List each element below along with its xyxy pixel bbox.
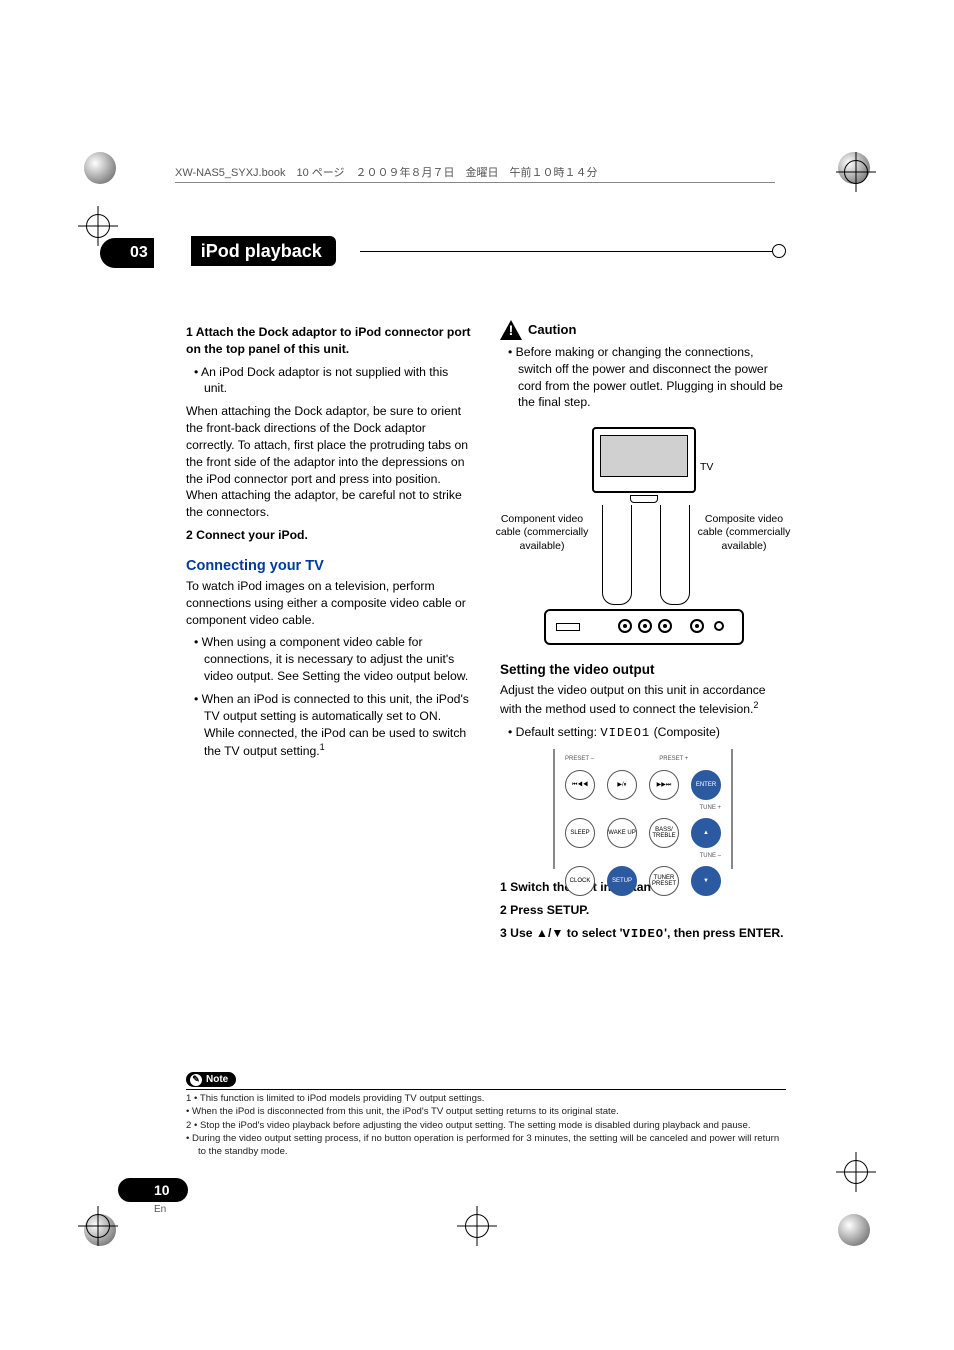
remote-label-tune-minus: TUNE – xyxy=(700,852,721,860)
chapter-header: 03 iPod playback xyxy=(100,236,780,268)
remote-btn-play: ▶/⏸ xyxy=(607,770,637,800)
caution-text: Before making or changing the connection… xyxy=(500,344,786,411)
footnote-1a: 1 • This function is limited to iPod mod… xyxy=(186,1093,786,1105)
heading-setting-video: Setting the video output xyxy=(500,661,786,680)
chapter-number: 03 xyxy=(130,244,148,262)
footnote-2b: • During the video output setting proces… xyxy=(186,1133,786,1158)
footnote-ref-1: 1 xyxy=(320,742,325,752)
remote-btn-sleep: SLEEP xyxy=(565,818,595,848)
diagram-tv-stand xyxy=(630,495,658,503)
note-label: Note xyxy=(206,1073,228,1086)
default-setting-line: Default setting: VIDEO1 (Composite) xyxy=(500,724,786,742)
diagram-port xyxy=(556,623,580,631)
chapter-rule xyxy=(360,251,780,252)
note-icon: ✎ xyxy=(190,1074,202,1086)
remote-label-tune-plus: TUNE + xyxy=(699,804,721,812)
crosshair-bc xyxy=(457,1206,497,1246)
diagram-component-label: Component video cable (commercially avai… xyxy=(494,513,590,552)
remote-btn-tuner: TUNER PRESET xyxy=(649,866,679,896)
chapter-ring-icon xyxy=(153,234,190,271)
setting-step-3-pre: 3 Use ▲/▼ to select ' xyxy=(500,926,623,940)
connection-diagram: TV Component video cable (commercially a… xyxy=(500,421,786,651)
crosshair-tr xyxy=(836,152,876,192)
remote-diagram: PRESET – PRESET + ⏮◀◀ ▶/⏸ ▶▶⏭ ENTER TUNE… xyxy=(553,749,733,869)
bullet-ipod-tvout-text: When an iPod is connected to this unit, … xyxy=(202,692,469,759)
remote-btn-bass: BASS/ TREBLE xyxy=(649,818,679,848)
connecting-tv-paragraph: To watch iPod images on a television, pe… xyxy=(186,578,472,628)
default-setting-label: Default setting: xyxy=(516,725,601,739)
jack-1 xyxy=(618,619,632,633)
remote-btn-next: ▶▶⏭ xyxy=(649,770,679,800)
setting-step-3-code: VIDEO xyxy=(623,927,665,941)
diagram-composite-label: Composite video cable (commercially avai… xyxy=(696,513,792,552)
setting-step-2: 2 Press SETUP. xyxy=(500,902,786,919)
remote-btn-up: ▲ xyxy=(691,818,721,848)
setting-video-text: Adjust the video output on this unit in … xyxy=(500,683,766,716)
print-header: XW-NAS5_SYXJ.book 10 ページ ２００９年８月７日 金曜日 午… xyxy=(175,164,775,183)
jack-4 xyxy=(690,619,704,633)
crosshair-br xyxy=(836,1152,876,1192)
default-setting-suffix: (Composite) xyxy=(650,725,720,739)
remote-btn-setup: SETUP xyxy=(607,866,637,896)
bullet-component: When using a component video cable for c… xyxy=(186,634,472,684)
remote-btn-prev: ⏮◀◀ xyxy=(565,770,595,800)
setting-step-3: 3 Use ▲/▼ to select 'VIDEO', then press … xyxy=(500,925,786,943)
jack-5 xyxy=(714,621,724,631)
caution-header: ! Caution xyxy=(500,320,786,340)
heading-connecting-tv: Connecting your TV xyxy=(186,556,472,576)
setting-step-3-post: ', then press ENTER. xyxy=(664,926,783,940)
diagram-tv xyxy=(592,427,696,493)
print-sphere-tl xyxy=(84,152,116,184)
caution-label: Caution xyxy=(528,321,576,339)
default-setting-code: VIDEO1 xyxy=(600,726,650,740)
footnote-1b: • When the iPod is disconnected from thi… xyxy=(186,1106,786,1118)
setting-video-paragraph: Adjust the video output on this unit in … xyxy=(500,682,786,718)
step-1: 1 Attach the Dock adaptor to iPod connec… xyxy=(186,324,472,358)
footnote-2a: 2 • Stop the iPod's video playback befor… xyxy=(186,1120,786,1132)
bullet-ipod-tvout: When an iPod is connected to this unit, … xyxy=(186,691,472,760)
warning-icon: ! xyxy=(500,320,522,340)
jack-2 xyxy=(638,619,652,633)
crosshair-bl xyxy=(78,1206,118,1246)
footnote-ref-2: 2 xyxy=(753,700,758,710)
chapter-rule-cap xyxy=(772,244,786,258)
remote-btn-clock: CLOCK xyxy=(565,866,595,896)
chapter-number-pill: 03 xyxy=(100,238,154,268)
footnotes: ✎ Note 1 • This function is limited to i… xyxy=(186,1072,786,1159)
diagram-tv-label: TV xyxy=(700,461,796,474)
bullet-component-text: When using a component video cable for c… xyxy=(202,635,469,683)
dock-adaptor-paragraph: When attaching the Dock adaptor, be sure… xyxy=(186,403,472,521)
remote-btn-wake: WAKE UP xyxy=(607,818,637,848)
remote-label-preset-minus: PRESET – xyxy=(565,755,594,763)
remote-label-preset-plus: PRESET + xyxy=(659,755,688,763)
diagram-cable-right xyxy=(660,505,690,605)
jack-3 xyxy=(658,619,672,633)
page-number-block: 10 En xyxy=(118,1178,188,1215)
page-lang: En xyxy=(154,1204,188,1215)
left-column: 1 Attach the Dock adaptor to iPod connec… xyxy=(186,320,472,949)
step-2: 2 Connect your iPod. xyxy=(186,527,472,544)
right-column: ! Caution Before making or changing the … xyxy=(500,320,786,949)
diagram-dock-unit xyxy=(544,609,744,645)
step-1-bullet: An iPod Dock adaptor is not supplied wit… xyxy=(186,364,472,398)
remote-btn-down: ▼ xyxy=(691,866,721,896)
page-number: 10 xyxy=(118,1178,188,1202)
remote-btn-enter: ENTER xyxy=(691,770,721,800)
diagram-cable-left xyxy=(602,505,632,605)
note-badge: ✎ Note xyxy=(186,1072,236,1087)
chapter-title: iPod playback xyxy=(191,236,336,266)
print-sphere-br xyxy=(838,1214,870,1246)
